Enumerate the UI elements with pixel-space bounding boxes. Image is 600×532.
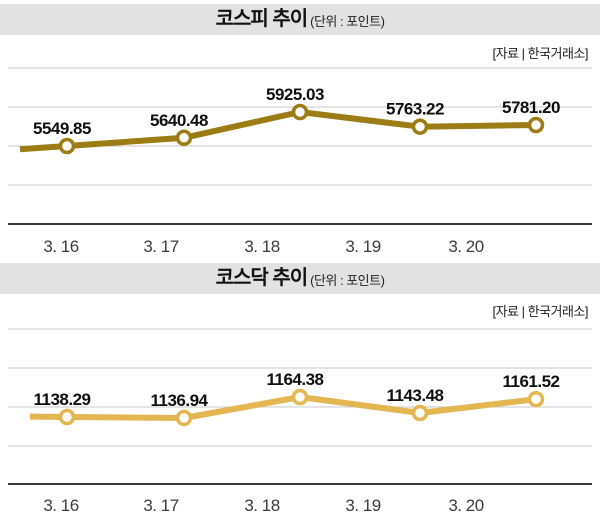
kospi-source-label: [자료 | 한국거래소] xyxy=(492,46,588,61)
x-tick-label: 3. 17 xyxy=(143,496,178,515)
data-point-marker xyxy=(175,129,193,147)
kosdaq-source-label: [자료 | 한국거래소] xyxy=(492,304,588,319)
x-tick-label: 3. 17 xyxy=(143,237,178,256)
kospi-chart-title: 코스피 추이 xyxy=(215,8,309,30)
data-point-marker xyxy=(527,116,545,134)
value-label: 5925.03 xyxy=(266,85,324,104)
data-line xyxy=(19,109,537,153)
value-label: 5763.22 xyxy=(386,100,444,119)
value-label: 1164.38 xyxy=(266,370,323,389)
data-point-marker xyxy=(58,137,76,155)
kosdaq-chart-title: 코스닥 추이 xyxy=(215,267,309,289)
value-label: 1136.94 xyxy=(150,391,208,410)
x-tick-label: 3. 18 xyxy=(244,237,279,256)
x-tick-label: 3. 19 xyxy=(345,496,380,515)
data-point-marker xyxy=(527,390,545,408)
x-tick-label: 3. 20 xyxy=(448,496,483,515)
data-point-marker xyxy=(411,118,429,135)
value-label: 5640.48 xyxy=(150,111,208,130)
value-label: 1161.52 xyxy=(502,372,559,391)
data-point-marker xyxy=(411,404,429,422)
value-label: 5549.85 xyxy=(33,119,91,138)
x-tick-label: 3. 16 xyxy=(43,496,78,515)
data-point-marker xyxy=(175,409,193,427)
data-point-marker xyxy=(291,103,309,121)
data-point-marker xyxy=(58,408,76,426)
x-tick-label: 3. 18 xyxy=(244,496,279,515)
value-label: 5781.20 xyxy=(502,98,560,117)
value-label: 1138.29 xyxy=(33,390,90,409)
kospi-line-chart: 5549.85 5640.48 5925.03 5763.22 5781.20 3. 16… xyxy=(8,67,592,256)
kosdaq-title-band: 코스닥 추이 (단위 : 포인트) xyxy=(0,263,600,294)
value-label: 1143.48 xyxy=(386,386,443,405)
x-tick-label: 3. 16 xyxy=(43,237,78,256)
kospi-title-band: 코스피 추이 (단위 : 포인트) xyxy=(0,4,600,35)
data-point-marker xyxy=(291,388,309,406)
x-tick-label: 3. 20 xyxy=(448,237,483,256)
kosdaq-unit-label: (단위 : 포인트) xyxy=(310,272,385,288)
x-tick-label: 3. 19 xyxy=(345,237,380,256)
kosdaq-line-chart: 1138.29 1136.94 1164.38 1143.48 1161.52 3. 16… xyxy=(8,328,592,515)
kospi-unit-label: (단위 : 포인트) xyxy=(310,13,385,29)
